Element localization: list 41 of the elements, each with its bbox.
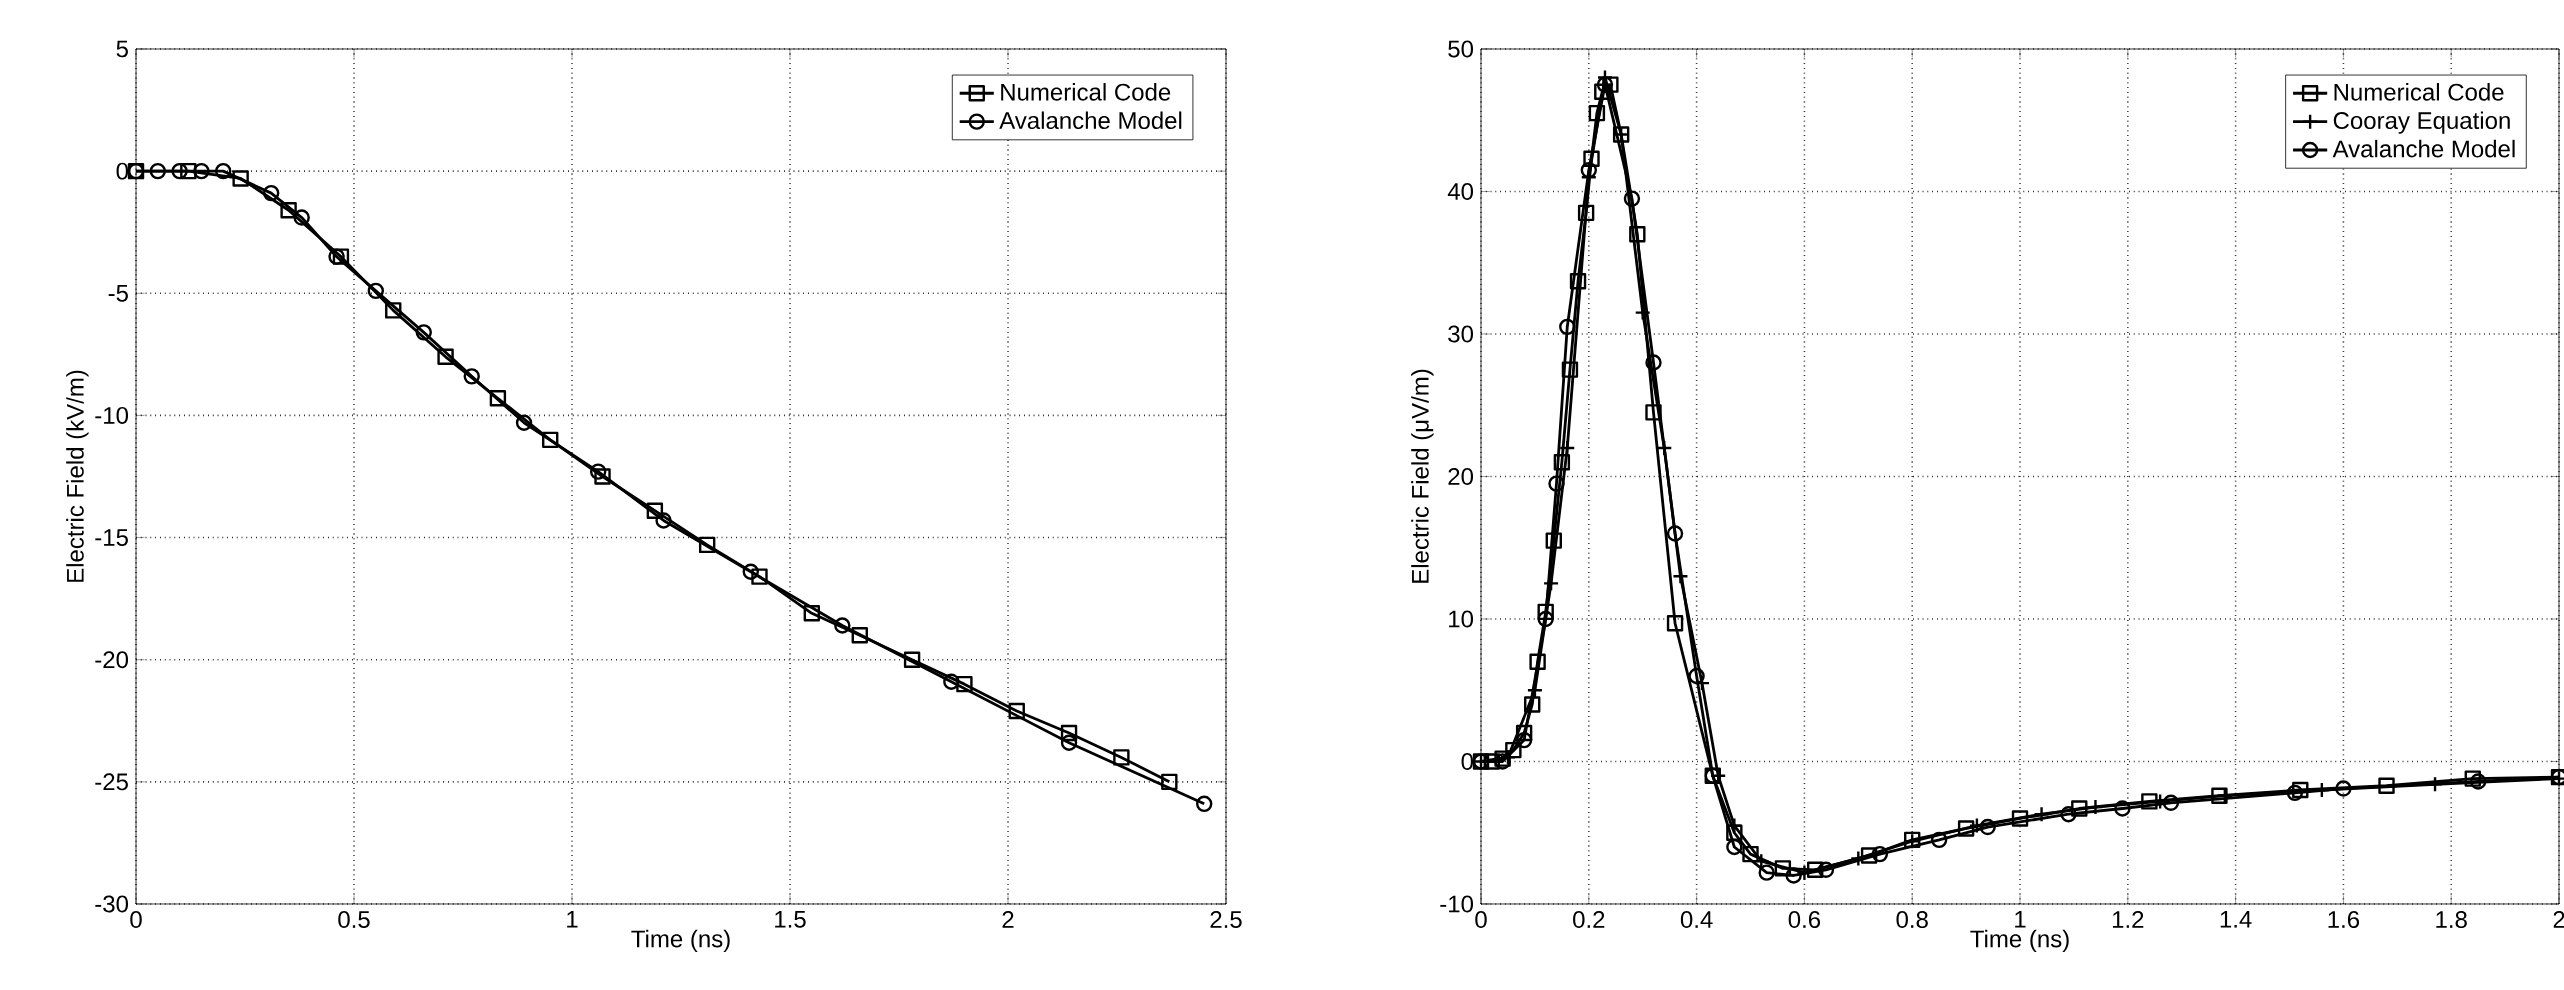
x-tick-label: 1: [2015, 911, 2026, 928]
y-tick-label: 50: [1448, 40, 1474, 58]
x-axis-title: Time (ns): [631, 929, 730, 953]
y-tick-label: -20: [95, 651, 129, 669]
y-tick-label: 0: [116, 162, 129, 180]
x-tick-label: 2.5: [1210, 911, 1242, 929]
x-tick-label: 2: [1002, 911, 1014, 928]
x-tick-label: 2: [2553, 911, 2564, 928]
legend-label: Cooray Equation: [2333, 111, 2510, 134]
y-axis-title: Electric Field (kV/m): [66, 370, 89, 582]
y-tick-label: -30: [95, 895, 129, 913]
x-axis-title: Time (ns): [1970, 929, 2069, 953]
x-tick-label: 0.8: [1896, 911, 1928, 929]
x-tick-label: 0.4: [1680, 911, 1713, 929]
y-tick-label: 20: [1448, 468, 1474, 485]
y-tick-label: -10: [95, 406, 129, 424]
legend-label: Numerical Code: [2334, 83, 2504, 101]
x-tick-label: 1.2: [2112, 911, 2144, 928]
x-tick-label: 1.8: [2436, 911, 2467, 929]
x-tick-label: 0.6: [1788, 911, 1821, 929]
x-tick-label: 1.5: [775, 911, 806, 928]
y-tick-label: -5: [108, 284, 128, 302]
y-tick-label: 0: [1461, 753, 1474, 770]
x-tick-label: 1.4: [2220, 911, 2252, 928]
x-tick-label: 0: [1475, 911, 1487, 929]
y-axis-title: Electric Field (μV/m): [1411, 369, 1434, 583]
legend-label: Avalanche Model: [999, 111, 1182, 130]
y-tick-label: -25: [95, 773, 128, 791]
legend-label: Avalanche Model: [2332, 139, 2515, 158]
y-tick-label: -15: [95, 529, 128, 546]
x-tick-label: 0.5: [338, 911, 370, 929]
x-tick-label: 0: [130, 911, 142, 929]
x-tick-label: 0.2: [1573, 911, 1605, 929]
y-tick-label: 30: [1448, 325, 1474, 343]
legend-label: Numerical Code: [1001, 83, 1171, 101]
y-tick-label: -10: [1440, 895, 1474, 913]
y-tick-label: 40: [1447, 183, 1474, 200]
y-tick-label: 5: [116, 40, 128, 58]
x-tick-label: 1: [567, 911, 578, 928]
y-tick-label: 10: [1449, 610, 1474, 628]
x-tick-label: 1.6: [2328, 911, 2360, 929]
